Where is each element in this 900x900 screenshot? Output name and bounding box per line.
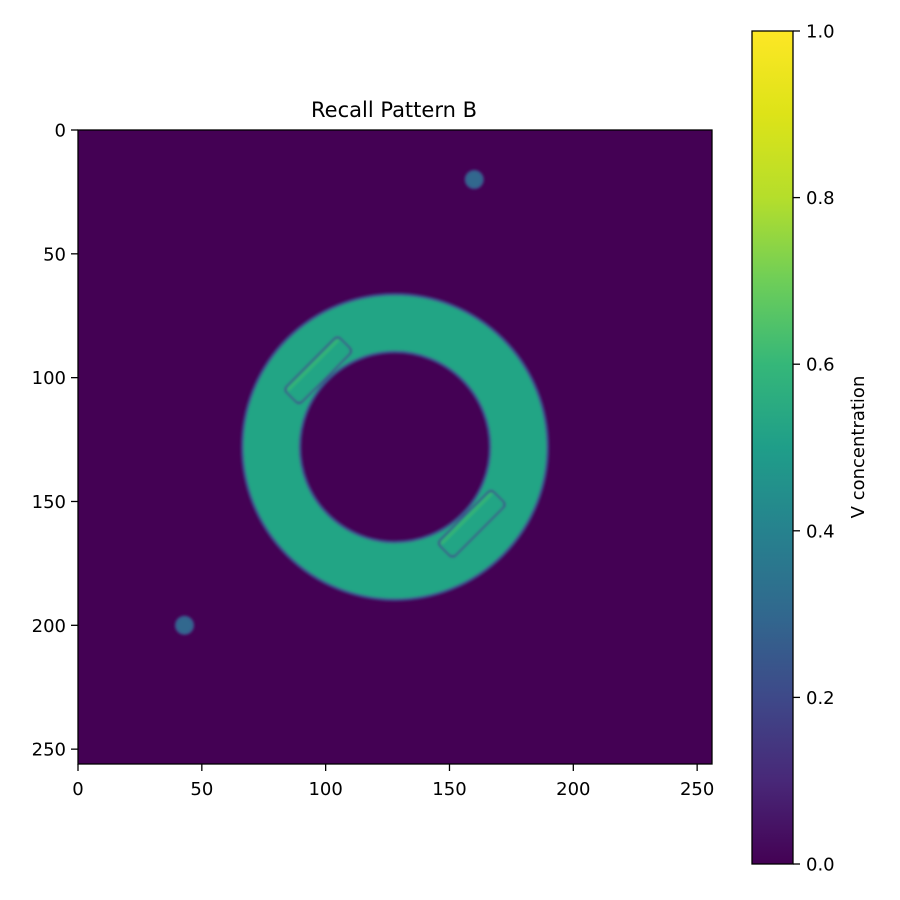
colorbar-tick-label-1: 0.2: [806, 688, 835, 709]
colorbar-tick-label-3: 0.6: [806, 355, 835, 376]
y-tick-label-1: 50: [43, 244, 66, 265]
heatmap-background: [78, 130, 712, 764]
x-tick-label-1: 50: [190, 779, 213, 800]
colorbar-gradient: [751, 30, 794, 865]
chart-title: Recall Pattern B: [311, 98, 477, 122]
colorbar-axis: 0.0 0.2 0.4 0.6 0.8 1.0: [793, 22, 835, 876]
colorbar-tick-label-5: 1.0: [806, 22, 835, 43]
y-tick-label-3: 150: [32, 492, 66, 513]
plot-frame: [77, 129, 713, 765]
y-tick-label-5: 250: [32, 740, 66, 761]
y-tick-label-2: 100: [32, 368, 66, 389]
y-tick-label-0: 0: [55, 121, 66, 142]
heatmap-plot: [78, 130, 712, 764]
x-tick-label-4: 200: [556, 779, 590, 800]
colorbar-tick-label-2: 0.4: [806, 521, 835, 542]
tab-1: [284, 336, 353, 405]
tab-body: [440, 492, 504, 556]
colorbar-tick-label-4: 0.8: [806, 188, 835, 209]
x-tick-label-2: 100: [308, 779, 342, 800]
spot-1: [464, 169, 484, 190]
colorbar: 0.0 0.2 0.4 0.6 0.8 1.0 V concentration: [751, 22, 869, 876]
x-tick-label-0: 0: [72, 779, 83, 800]
tab-body: [286, 338, 350, 402]
colorbar-tick-label-0: 0.0: [806, 855, 835, 876]
colorbar-label: V concentration: [848, 376, 869, 519]
tab-highlight: [287, 339, 339, 391]
tab-2: [437, 489, 506, 558]
x-tick-label-3: 150: [432, 779, 466, 800]
x-axis: 0 50 100 150 200 250: [72, 764, 714, 800]
ring: [243, 295, 547, 599]
field-layer: [174, 169, 550, 635]
y-axis: 0 50 100 150 200 250: [32, 121, 78, 761]
tab-highlight: [440, 492, 493, 545]
y-tick-label-4: 200: [32, 616, 66, 637]
x-tick-label-5: 250: [680, 779, 714, 800]
spot-2: [174, 615, 195, 635]
